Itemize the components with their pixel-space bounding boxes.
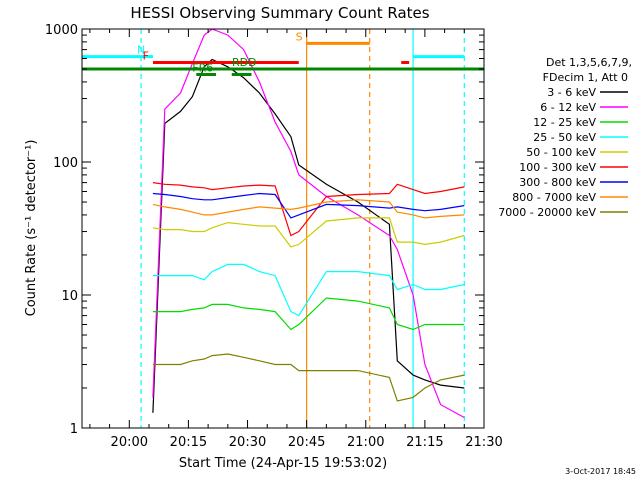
legend-header-line-2: FDecim 1, Att 0 (543, 71, 628, 84)
y-tick-label: 100 (53, 156, 78, 171)
flag-label-3: RDD (232, 56, 257, 69)
x-tick-label: 20:30 (229, 435, 266, 450)
legend-entry-label-4: 50 - 100 keV (526, 146, 596, 159)
legend: Det 1,3,5,6,7,9, FDecim 1, Att 0 3 - 6 k… (498, 56, 632, 219)
series-line-7 (152, 199, 465, 219)
legend-entry-label-1: 6 - 12 keV (540, 101, 596, 114)
flag-label-2: S (296, 30, 303, 43)
legend-entry-label-0: 3 - 6 keV (547, 86, 596, 99)
series-line-0 (152, 58, 465, 413)
series-line-8 (152, 353, 465, 402)
series-line-1 (152, 28, 465, 419)
legend-entry-label-3: 25 - 50 keV (533, 131, 596, 144)
chart-title: HESSI Observing Summary Count Rates (130, 4, 429, 22)
y-tick-label: 1000 (45, 23, 78, 38)
plot-frame (81, 28, 485, 429)
legend-entry-label-6: 300 - 800 keV (519, 176, 596, 189)
series-line-6 (152, 192, 465, 219)
legend-entry-label-2: 12 - 25 keV (533, 116, 596, 129)
x-tick-label: 21:00 (347, 435, 384, 450)
y-axis-label: Count Rate (s⁻¹ detector⁻¹) (24, 140, 39, 317)
x-axis-label: Start Time (24-Apr-15 19:53:02) (179, 456, 387, 471)
flag-label-0: N (137, 44, 145, 57)
series-line-3 (152, 263, 465, 317)
x-tick-label: 20:00 (111, 435, 148, 450)
series-line-4 (152, 217, 465, 248)
legend-entry-label-8: 7000 - 20000 keV (498, 206, 596, 219)
series-line-5 (152, 182, 465, 237)
legend-entry-label-7: 800 - 7000 keV (512, 191, 596, 204)
series-line-2 (152, 297, 465, 331)
x-tick-label: 21:15 (406, 435, 443, 450)
data-layer: NF S RDD FR6 (82, 28, 484, 428)
x-tick-label: 21:30 (465, 435, 502, 450)
x-tick-label: 20:45 (288, 435, 325, 450)
flag-label-1: F (143, 49, 149, 62)
legend-header-line-1: Det 1,3,5,6,7,9, (546, 56, 632, 69)
date-stamp: 3-Oct-2017 18:45 (565, 467, 636, 476)
legend-entry-label-5: 100 - 300 keV (519, 161, 596, 174)
axis-layer: 20:00 20:15 20:30 20:45 21:00 21:15 21:30 1 10 10… (45, 23, 503, 450)
x-tick-label: 20:15 (170, 435, 207, 450)
flag-label-4: FR6 (192, 61, 213, 74)
y-tick-label: 10 (61, 289, 78, 304)
y-tick-label: 1 (70, 422, 78, 437)
